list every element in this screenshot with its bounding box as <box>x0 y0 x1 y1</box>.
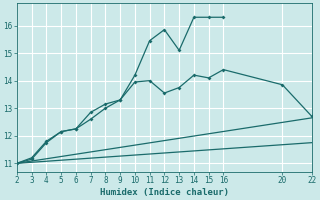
X-axis label: Humidex (Indice chaleur): Humidex (Indice chaleur) <box>100 188 229 197</box>
